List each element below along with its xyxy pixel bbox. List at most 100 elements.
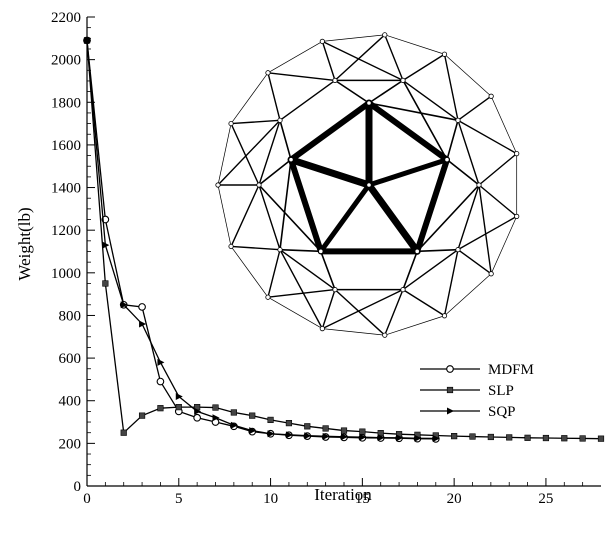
truss-member [230, 72, 269, 124]
truss-member [478, 184, 518, 218]
y-tick-label: 1200 [51, 223, 81, 239]
truss-member [258, 119, 281, 186]
truss-dome-diagram [215, 32, 520, 338]
truss-member [334, 34, 386, 82]
truss-member [279, 248, 322, 253]
data-point-sqp [414, 434, 422, 442]
truss-member [368, 102, 459, 122]
data-point-slp [597, 435, 605, 442]
truss-joint [332, 287, 338, 293]
data-point-slp [304, 423, 311, 430]
data-point-slp [120, 429, 127, 436]
truss-joint [441, 313, 448, 319]
data-point-slp [157, 405, 164, 412]
truss-member [478, 184, 492, 275]
data-point-slp [340, 427, 348, 434]
series-layer [83, 36, 605, 443]
truss-member [267, 248, 281, 298]
truss-member [279, 79, 336, 122]
truss-joint [514, 151, 520, 157]
truss-member [384, 34, 404, 82]
data-point-slp [506, 434, 513, 441]
truss-member [444, 273, 492, 317]
truss-member [457, 95, 492, 122]
truss-member [334, 288, 386, 336]
y-tick-label: 200 [59, 436, 82, 452]
y-tick-label: 800 [59, 308, 82, 324]
data-point-slp [138, 412, 146, 419]
truss-member [267, 296, 323, 329]
truss-member [416, 184, 480, 253]
truss-member [402, 53, 446, 82]
data-point-slp [469, 433, 476, 440]
truss-member [478, 152, 518, 186]
legend-marker-sqp [447, 407, 454, 415]
data-point-slp [267, 416, 274, 424]
truss-member [267, 41, 323, 74]
truss-joint [256, 182, 262, 188]
data-point-sqp [341, 433, 348, 441]
axes: 0200400600800100012001400160018002000220… [51, 10, 601, 507]
truss-joint [414, 248, 420, 254]
y-tick-label: 1000 [51, 266, 81, 282]
truss-member-heavy [366, 157, 450, 188]
truss-member [321, 288, 336, 330]
x-tick-label: 10 [263, 491, 278, 507]
truss-joint [366, 182, 372, 188]
data-point-sqp [102, 241, 110, 249]
data-point-slp [451, 433, 458, 440]
data-point-sqp [322, 432, 330, 440]
truss-member [402, 288, 446, 317]
data-point-sqp [304, 432, 312, 440]
data-point-sqp [359, 433, 367, 441]
data-point-mdfm [138, 303, 146, 311]
truss-member [457, 119, 518, 155]
truss-member [230, 122, 260, 186]
truss-joint [318, 248, 324, 254]
x-tick-label: 25 [538, 491, 553, 507]
truss-member [267, 288, 336, 298]
y-tick-label: 2000 [51, 53, 81, 69]
truss-member [457, 184, 480, 251]
truss-joint [488, 271, 494, 277]
truss-member [320, 250, 336, 291]
truss-member [490, 95, 518, 154]
data-point-sqp [230, 421, 238, 429]
x-axis-label: Iteration [314, 485, 372, 504]
series-line-slp [86, 40, 602, 440]
truss-joint [400, 287, 406, 293]
truss-joint [476, 182, 482, 188]
truss-member [217, 184, 232, 247]
truss-member [444, 53, 492, 97]
truss-joint [455, 247, 461, 253]
data-point-sqp [175, 392, 183, 400]
data-point-slp [230, 409, 237, 416]
data-point-sqp [285, 431, 293, 439]
truss-joint [277, 247, 283, 253]
start-point [83, 36, 91, 45]
data-point-sqp [432, 434, 440, 442]
truss-member [384, 315, 445, 336]
series-line-mdfm [86, 40, 436, 440]
truss-member [443, 248, 459, 317]
truss-member [279, 158, 292, 251]
data-point-sqp [396, 434, 404, 442]
truss-joint [441, 51, 448, 57]
truss-member [279, 248, 324, 330]
truss-joint [366, 100, 372, 106]
data-point-slp [487, 433, 494, 441]
truss-member-heavy [366, 100, 450, 163]
truss-member [230, 246, 269, 298]
truss-member [334, 79, 370, 104]
truss-joint [488, 93, 494, 99]
truss-member [267, 72, 281, 122]
truss-member [230, 119, 281, 125]
truss-joint [265, 70, 271, 76]
truss-member [258, 184, 281, 251]
truss-joint [215, 182, 221, 188]
data-point-sqp [139, 320, 147, 328]
truss-member [402, 79, 459, 122]
truss-member [457, 215, 518, 251]
data-point-slp [285, 420, 293, 427]
truss-joint [265, 294, 271, 300]
